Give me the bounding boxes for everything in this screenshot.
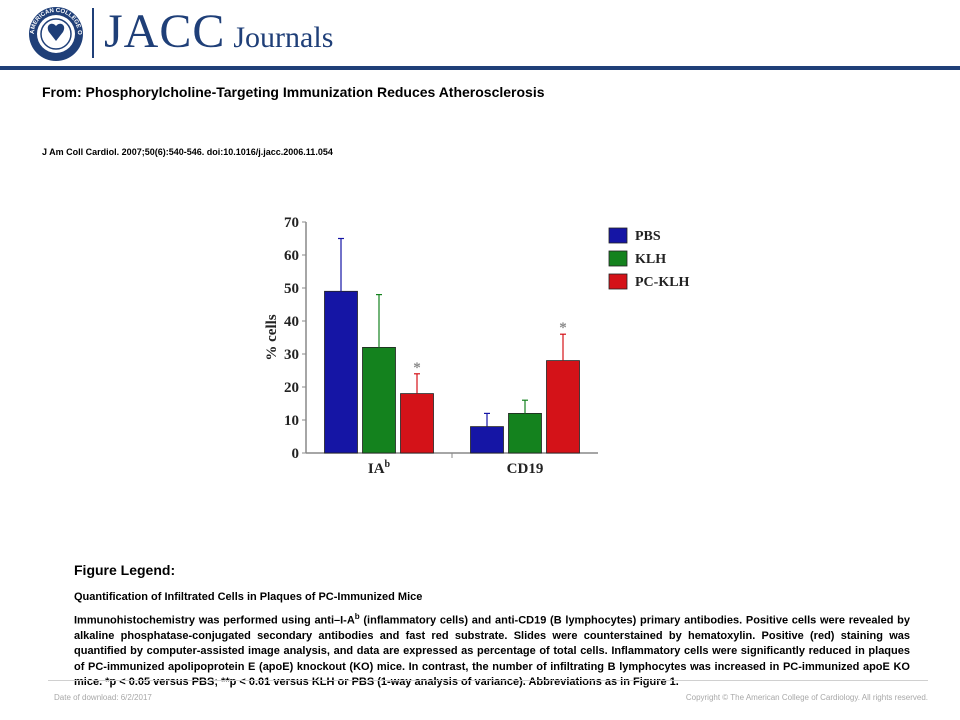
bar <box>362 346 396 454</box>
bar <box>508 412 542 454</box>
x-category-label: CD19 <box>507 461 544 477</box>
significance-marker: * <box>413 360 421 376</box>
logo-name: JACC <box>104 5 226 58</box>
footer-rule <box>48 680 928 681</box>
significance-marker: * <box>559 320 567 336</box>
legend-label: PC-KLH <box>635 275 690 290</box>
legend-body-part-1: Immunohistochemistry was performed using… <box>74 614 355 627</box>
journal-logo[interactable]: JACC Journals <box>104 4 333 59</box>
y-tick-label: 0 <box>292 446 300 462</box>
college-seal-logo: AMERICAN COLLEGE OF CARDIOLOGY <box>28 6 83 61</box>
header-rule <box>0 66 960 70</box>
logo-divider <box>92 8 94 58</box>
bar <box>546 360 580 454</box>
figure-legend-body: Immunohistochemistry was performed using… <box>74 609 910 691</box>
y-tick-label: 30 <box>284 347 299 363</box>
legend-label: KLH <box>635 252 666 267</box>
journal-header: AMERICAN COLLEGE OF CARDIOLOGY JACCJourn… <box>0 0 960 66</box>
legend-body-superscript: b <box>354 612 360 621</box>
download-date: Date of download: 6/2/2017 <box>54 693 152 702</box>
y-tick-label: 70 <box>284 215 299 231</box>
copyright-notice: Copyright © The American College of Card… <box>685 693 928 702</box>
x-category-label: IAb <box>368 459 391 477</box>
legend-body-part-2: (inflammatory cells) and anti-CD19 (B ly… <box>74 614 910 689</box>
logo-suffix: Journals <box>233 21 334 54</box>
y-tick-label: 20 <box>284 380 299 396</box>
y-tick-label: 60 <box>284 248 299 264</box>
figure-legend-heading: Figure Legend: <box>74 562 176 578</box>
article-citation: J Am Coll Cardiol. 2007;50(6):540-546. d… <box>42 147 333 157</box>
article-title: From: Phosphorylcholine-Targeting Immuni… <box>42 84 545 100</box>
legend-swatch <box>608 227 628 244</box>
legend-swatch <box>608 273 628 290</box>
legend-swatch <box>608 250 628 267</box>
bar <box>470 426 504 454</box>
y-tick-label: 10 <box>284 413 299 429</box>
y-tick-label: 40 <box>284 314 299 330</box>
y-tick-label: 50 <box>284 281 299 297</box>
y-axis-title: % cells <box>264 314 280 360</box>
legend-label: PBS <box>635 229 661 244</box>
figure-legend-title: Quantification of Infiltrated Cells in P… <box>74 591 423 603</box>
bar <box>324 290 358 454</box>
x-category-superscript: b <box>385 459 391 470</box>
bar <box>400 393 434 454</box>
